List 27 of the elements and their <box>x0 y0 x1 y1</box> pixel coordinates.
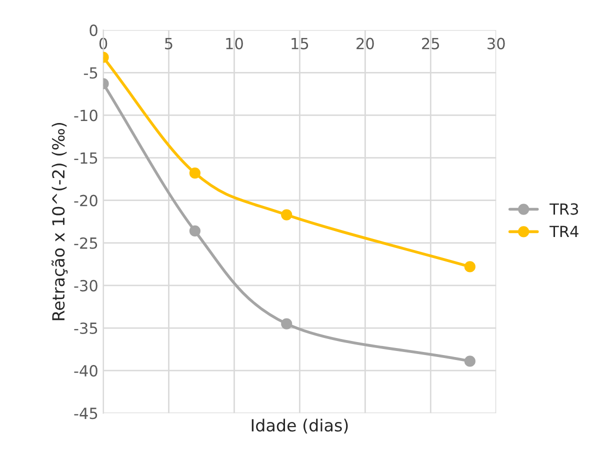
y-tick-label: -10 <box>74 110 98 122</box>
y-axis-title: Retração x 10^(-2) (‰) <box>51 122 68 320</box>
x-tick-label: 10 <box>226 38 243 50</box>
point <box>464 356 476 367</box>
legend-label: TR4 <box>550 226 578 238</box>
x-tick-label: 5 <box>165 38 172 50</box>
x-tick-label: 0 <box>99 38 108 50</box>
y-tick-label: 0 <box>90 24 98 36</box>
x-tick-label: 25 <box>422 38 440 50</box>
point <box>189 168 200 179</box>
point <box>189 225 200 237</box>
y-tick-label: -35 <box>74 322 98 334</box>
y-tick-label: -25 <box>74 237 98 249</box>
point <box>281 209 292 220</box>
legend-label: TR3 <box>550 203 578 215</box>
x-tick-label: 20 <box>356 38 374 50</box>
x-axis-title: Idade (dias) <box>252 418 348 434</box>
x-tick-label: 15 <box>292 38 308 50</box>
y-tick-label: -45 <box>74 408 98 420</box>
point <box>464 261 476 272</box>
y-tick-label: -15 <box>74 152 98 164</box>
y-tick-label: -30 <box>74 280 98 292</box>
y-tick-label: -40 <box>74 365 98 377</box>
point <box>281 318 292 330</box>
x-tick-label: 30 <box>488 38 505 50</box>
y-tick-label: -5 <box>84 67 98 79</box>
y-tick-label: -20 <box>74 194 98 206</box>
